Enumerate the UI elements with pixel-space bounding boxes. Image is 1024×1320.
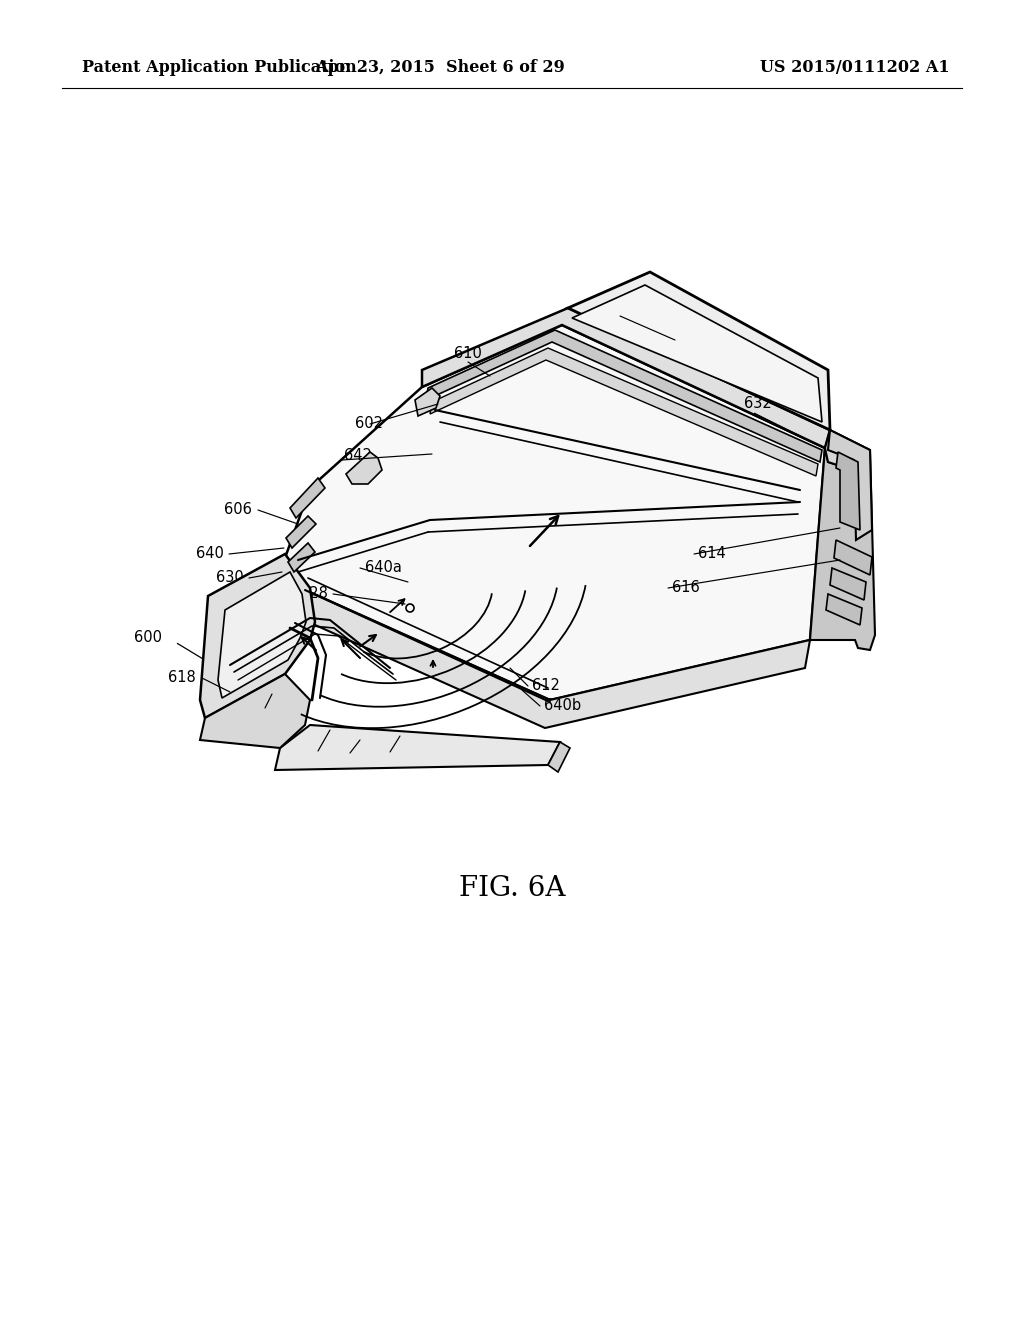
Text: FIG. 6A: FIG. 6A bbox=[459, 874, 565, 902]
Text: Apr. 23, 2015  Sheet 6 of 29: Apr. 23, 2015 Sheet 6 of 29 bbox=[315, 59, 565, 77]
Text: 618: 618 bbox=[168, 671, 196, 685]
Text: 606: 606 bbox=[224, 503, 252, 517]
Text: 642: 642 bbox=[344, 447, 372, 462]
Text: 634: 634 bbox=[251, 709, 279, 723]
Text: 610: 610 bbox=[454, 346, 482, 362]
Text: 614: 614 bbox=[698, 546, 726, 561]
Polygon shape bbox=[290, 478, 325, 517]
Polygon shape bbox=[275, 725, 560, 770]
Text: 628: 628 bbox=[300, 586, 328, 602]
Text: 600: 600 bbox=[134, 631, 162, 645]
Polygon shape bbox=[415, 388, 440, 416]
Text: 612: 612 bbox=[532, 678, 560, 693]
Polygon shape bbox=[205, 558, 305, 655]
Text: Patent Application Publication: Patent Application Publication bbox=[82, 59, 356, 77]
Text: 604: 604 bbox=[304, 751, 332, 766]
Polygon shape bbox=[286, 516, 316, 548]
Text: 640: 640 bbox=[197, 546, 224, 561]
Polygon shape bbox=[422, 308, 830, 447]
Polygon shape bbox=[426, 330, 822, 462]
Polygon shape bbox=[218, 572, 306, 698]
Circle shape bbox=[406, 605, 414, 612]
Polygon shape bbox=[548, 742, 570, 772]
Polygon shape bbox=[200, 675, 310, 748]
Text: 622: 622 bbox=[606, 301, 634, 315]
Polygon shape bbox=[572, 285, 822, 422]
Text: 640a: 640a bbox=[365, 561, 401, 576]
Polygon shape bbox=[826, 594, 862, 624]
Polygon shape bbox=[568, 272, 830, 430]
Polygon shape bbox=[810, 447, 874, 649]
Polygon shape bbox=[825, 430, 870, 475]
Polygon shape bbox=[830, 568, 866, 601]
Text: 620: 620 bbox=[336, 752, 364, 767]
Text: 632: 632 bbox=[744, 396, 772, 412]
Polygon shape bbox=[346, 451, 382, 484]
Polygon shape bbox=[836, 451, 860, 531]
Polygon shape bbox=[288, 543, 315, 572]
Polygon shape bbox=[834, 540, 872, 576]
Polygon shape bbox=[295, 590, 810, 729]
Polygon shape bbox=[285, 325, 825, 700]
Polygon shape bbox=[200, 554, 315, 718]
Text: US 2015/0111202 A1: US 2015/0111202 A1 bbox=[761, 59, 950, 77]
Polygon shape bbox=[430, 348, 818, 477]
Text: 616: 616 bbox=[672, 581, 699, 595]
Text: 630: 630 bbox=[216, 570, 244, 586]
Text: 608: 608 bbox=[376, 752, 403, 767]
Polygon shape bbox=[828, 430, 872, 540]
Text: 640b: 640b bbox=[544, 698, 582, 714]
Text: 602: 602 bbox=[355, 417, 383, 432]
